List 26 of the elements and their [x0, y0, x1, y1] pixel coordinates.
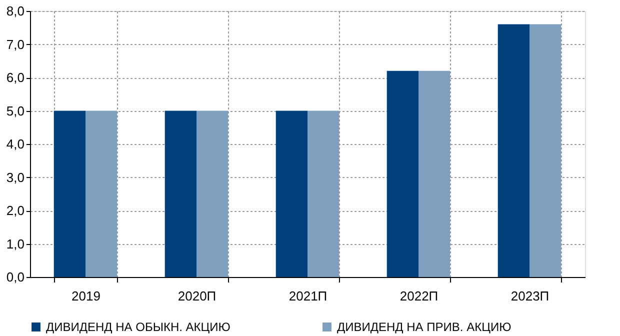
bar [164, 110, 196, 277]
bar [276, 110, 308, 277]
bar [308, 110, 340, 277]
x-tick-label: 2023П [510, 288, 550, 304]
bar [196, 110, 228, 277]
x-tick-label: 2022П [400, 288, 438, 304]
bar [498, 24, 530, 277]
x-tick-label: 2020П [178, 288, 216, 304]
bar [386, 70, 418, 277]
legend-label: ДИВИДЕНД НА ОБЫКН. АКЦИЮ [46, 320, 230, 334]
y-tick-label: 5,0 [6, 103, 24, 118]
x-tick-label: 2019 [72, 288, 100, 304]
y-tick-label: 4,0 [6, 136, 24, 152]
y-tick-label: 1,0 [6, 236, 24, 252]
y-tick-label: 3,0 [6, 170, 24, 185]
bar [86, 110, 118, 277]
x-tick-label: 2021П [288, 288, 328, 304]
y-tick-label: 0,0 [6, 270, 24, 284]
y-tick-label: 2,0 [6, 203, 24, 218]
y-tick-label: 6,0 [6, 70, 24, 85]
y-tick-label: 7,0 [6, 36, 24, 52]
bar [530, 24, 562, 277]
bar [54, 110, 86, 277]
bar [418, 70, 450, 277]
y-tick-label: 8,0 [6, 4, 24, 18]
legend-label: ДИВИДЕНД НА ПРИВ. АКЦИЮ [337, 320, 512, 334]
